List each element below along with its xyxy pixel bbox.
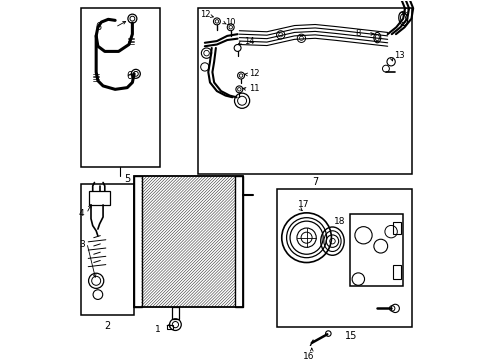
Bar (89, 191, 110, 205)
Text: 16: 16 (302, 351, 313, 360)
Text: 11: 11 (248, 84, 259, 93)
Text: 3: 3 (79, 240, 84, 249)
Text: 4: 4 (79, 209, 84, 218)
Bar (392, 265, 401, 279)
Text: 6: 6 (95, 22, 102, 32)
Text: 15: 15 (345, 331, 357, 341)
Bar (235, 176, 242, 307)
Bar (81, 184, 134, 315)
Bar (81, 8, 160, 167)
Text: 8: 8 (354, 29, 360, 38)
Bar (198, 8, 411, 174)
Text: 13: 13 (394, 51, 405, 60)
Bar (134, 176, 142, 307)
Bar (277, 189, 411, 327)
Text: 9: 9 (403, 8, 407, 17)
Bar (134, 176, 242, 307)
Text: 12: 12 (248, 69, 259, 78)
Bar (392, 222, 401, 234)
Bar (166, 325, 173, 329)
Text: 1: 1 (155, 325, 161, 334)
Text: 10: 10 (224, 18, 235, 27)
Text: 17: 17 (297, 201, 309, 210)
Text: 2: 2 (104, 321, 110, 330)
Text: 5: 5 (123, 174, 130, 184)
Text: 14: 14 (244, 37, 254, 46)
Text: 6: 6 (126, 71, 132, 81)
Text: 12: 12 (199, 10, 210, 19)
Bar (349, 213, 403, 286)
Text: 7: 7 (312, 177, 318, 188)
Text: 18: 18 (333, 217, 345, 226)
Bar (172, 307, 179, 319)
